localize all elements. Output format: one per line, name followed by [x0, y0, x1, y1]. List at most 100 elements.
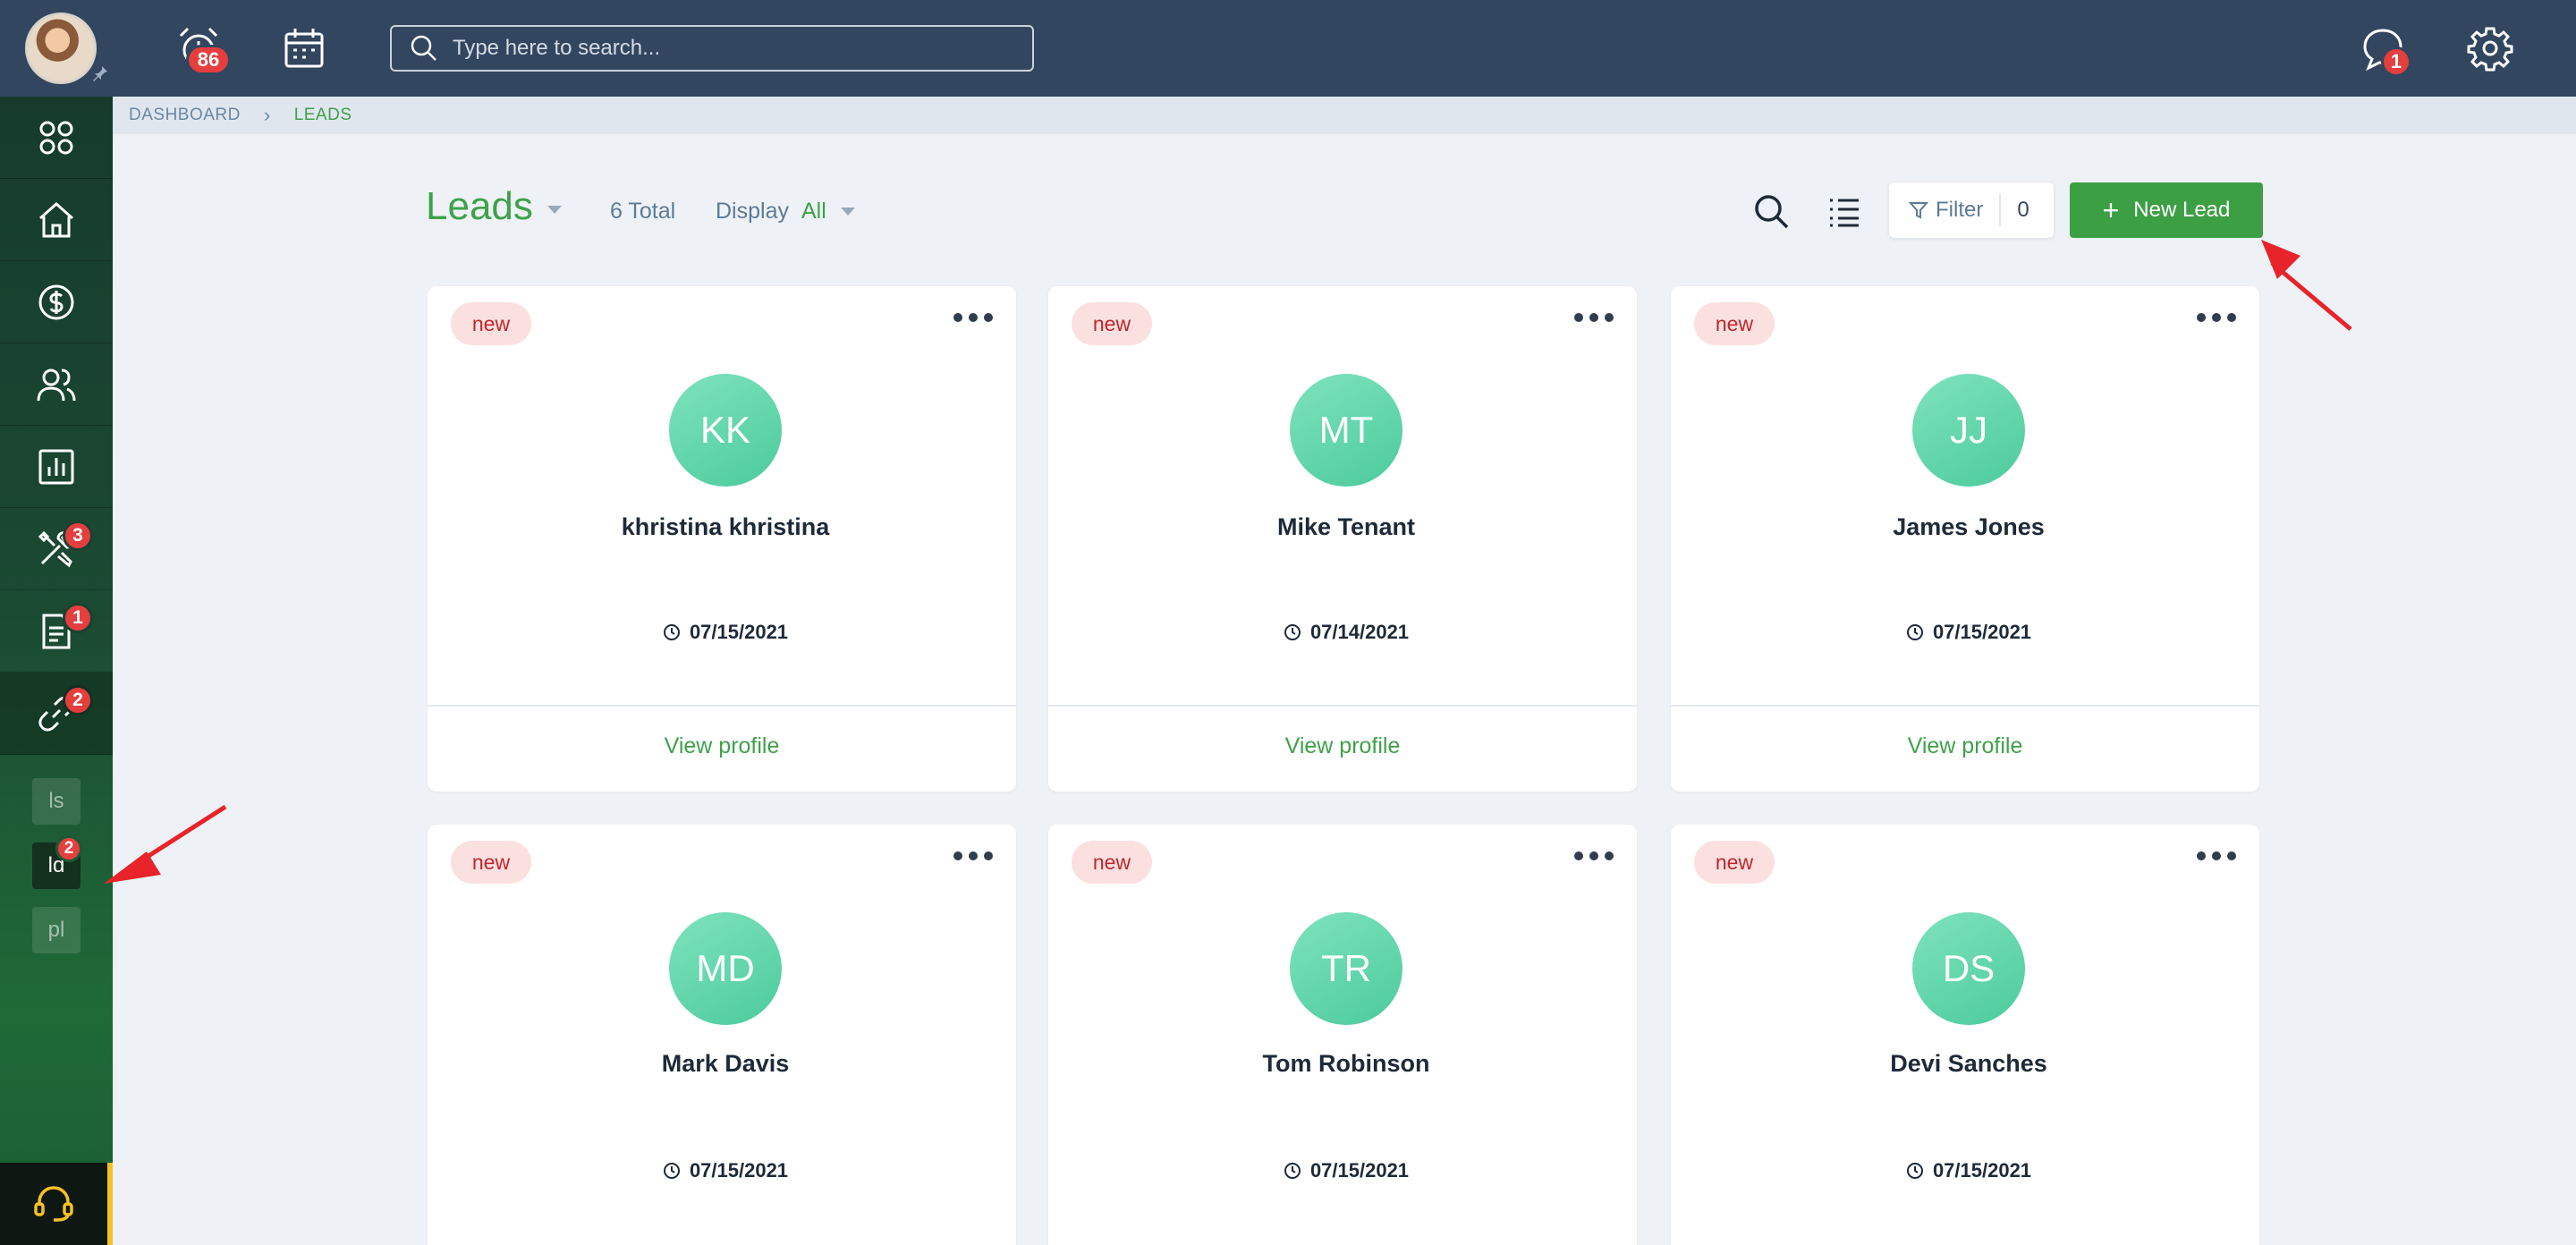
clock-icon — [1906, 624, 1923, 640]
clock-icon — [1284, 1163, 1301, 1179]
lead-name: khristina khristina — [621, 513, 830, 540]
plus-icon: + — [2102, 194, 2120, 226]
list-view-button[interactable] — [1825, 191, 1864, 231]
settings-button[interactable] — [2465, 23, 2515, 73]
view-profile-link[interactable]: View profile — [664, 733, 780, 758]
sidebar-item-finance[interactable] — [0, 261, 113, 343]
pin-icon — [93, 66, 107, 81]
status-badge: new — [1072, 841, 1152, 884]
new-lead-label: New Lead — [2133, 198, 2231, 222]
clock-icon — [663, 1163, 680, 1179]
user-avatar[interactable] — [25, 13, 97, 84]
lead-date: 07/14/2021 — [1048, 621, 1644, 644]
sidebar-item-home[interactable] — [0, 179, 113, 261]
filter-button[interactable]: Filter 0 — [1889, 182, 2054, 238]
lead-name: Mark Davis — [661, 1050, 790, 1077]
breadcrumb-dashboard[interactable]: DASHBOARD — [129, 106, 241, 124]
lead-date-text: 07/15/2021 — [1932, 1159, 2032, 1181]
lead-avatar: TR — [1290, 912, 1402, 1025]
notifications-badge: 86 — [186, 45, 231, 75]
lead-date: 07/15/2021 — [1671, 1159, 2267, 1182]
bar-chart-icon — [38, 449, 74, 484]
status-badge: new — [451, 841, 531, 884]
sidebar-item-apps[interactable] — [0, 97, 113, 179]
annotation-arrow-new-lead — [2261, 240, 2352, 331]
display-chevron-down-icon[interactable] — [841, 208, 855, 216]
new-lead-button[interactable]: + New Lead — [2070, 182, 2263, 238]
lead-date-text: 07/15/2021 — [689, 1159, 789, 1181]
messages-button[interactable]: 1 — [2358, 23, 2411, 77]
more-options-icon[interactable] — [1574, 313, 1614, 324]
breadcrumb: DASHBOARD › LEADS — [113, 97, 2576, 134]
lead-name: Devi Sanches — [1890, 1050, 2047, 1077]
subnav-pl[interactable]: pl — [32, 907, 80, 953]
search-input[interactable] — [453, 36, 989, 61]
lead-date-text: 07/15/2021 — [1932, 621, 2032, 643]
chevron-right-icon: › — [263, 104, 271, 126]
card-divider — [428, 705, 1016, 707]
more-options-icon[interactable] — [2197, 313, 2236, 324]
lead-date-text: 07/15/2021 — [689, 621, 789, 643]
filter-divider — [1999, 194, 2002, 226]
filter-icon — [1909, 202, 1928, 219]
support-button[interactable] — [0, 1163, 113, 1245]
status-badge: new — [1072, 302, 1152, 345]
lead-name: Tom Robinson — [1262, 1050, 1430, 1077]
alarm-clock-button[interactable]: 86 — [174, 23, 231, 75]
lead-card: new MD Mark Davis 07/15/2021 — [428, 825, 1016, 1245]
search-icon — [1755, 195, 1789, 229]
calendar-icon — [284, 29, 324, 68]
lead-avatar: MT — [1290, 374, 1402, 487]
view-profile-link[interactable]: View profile — [1284, 733, 1401, 758]
sidebar-item-reports[interactable] — [0, 426, 113, 508]
page-title[interactable]: Leads — [426, 184, 533, 228]
sidebar-item-maintenance[interactable]: 3 — [0, 508, 113, 590]
leasing-badge: 2 — [63, 685, 93, 716]
lead-card: new JJ James Jones 07/15/2021 View profi… — [1671, 286, 2259, 792]
status-badge: new — [451, 302, 531, 345]
subnav-ld-badge: 2 — [55, 835, 82, 862]
more-options-icon[interactable] — [2197, 851, 2236, 862]
list-icon — [1830, 199, 1859, 227]
card-divider — [1671, 705, 2259, 707]
dollar-icon — [38, 284, 74, 319]
display-select[interactable]: All — [801, 199, 826, 224]
more-options-icon[interactable] — [953, 313, 993, 324]
clock-icon — [1906, 1163, 1923, 1179]
display-label: Display — [716, 199, 789, 224]
lead-name: Mike Tenant — [1276, 513, 1416, 540]
search-leads-button[interactable] — [1751, 191, 1791, 231]
lead-date-text: 07/15/2021 — [1309, 1159, 1410, 1181]
lead-card: new DS Devi Sanches 07/15/2021 — [1671, 825, 2259, 1245]
messages-badge: 1 — [2381, 47, 2411, 77]
filter-label: Filter — [1936, 198, 1984, 222]
more-options-icon[interactable] — [1574, 851, 1614, 862]
sidebar-item-documents[interactable]: 1 — [0, 590, 113, 673]
view-profile-link[interactable]: View profile — [1907, 733, 2023, 758]
more-options-icon[interactable] — [953, 851, 993, 862]
sidebar: 3 1 2 ls ld 2 pl — [0, 97, 113, 1245]
lead-date: 07/15/2021 — [428, 621, 1023, 644]
calendar-button[interactable] — [279, 23, 329, 73]
subnav-ls[interactable]: ls — [32, 778, 80, 825]
sidebar-item-leasing[interactable]: 2 — [0, 673, 113, 755]
chat-icon — [2363, 29, 2402, 72]
sidebar-item-contacts[interactable] — [0, 343, 113, 426]
apps-grid-icon — [39, 121, 73, 154]
top-bar: 86 1 — [0, 0, 2576, 97]
total-count: 6 Total — [610, 199, 676, 224]
users-icon — [37, 368, 76, 401]
lead-card: new KK khristina khristina 07/15/2021 Vi… — [428, 286, 1016, 792]
lead-card: new MT Mike Tenant 07/14/2021 View profi… — [1048, 286, 1637, 792]
tools-badge: 3 — [63, 521, 93, 551]
home-icon — [39, 201, 73, 237]
headset-icon — [34, 1186, 73, 1222]
lead-avatar: MD — [669, 912, 782, 1025]
title-chevron-down-icon[interactable] — [547, 206, 562, 214]
lead-date: 07/15/2021 — [1671, 621, 2267, 644]
lead-name: James Jones — [1893, 513, 2045, 540]
clock-icon — [663, 624, 680, 640]
lead-date: 07/15/2021 — [428, 1159, 1023, 1182]
lead-avatar: JJ — [1912, 374, 2025, 487]
search-bar[interactable] — [390, 25, 1034, 72]
